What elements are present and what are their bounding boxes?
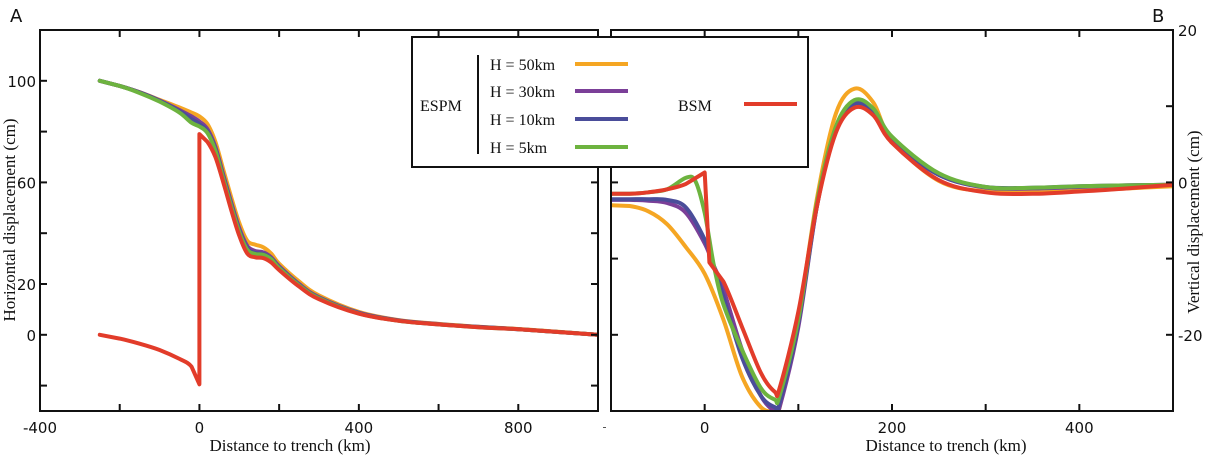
panel-b-label: B: [1152, 6, 1164, 27]
legend-items: H = 50km H = 30km H = 10km H = 5km: [490, 57, 628, 157]
legend-bsm-label: BSM: [678, 98, 712, 115]
panel-b-x-axis: 0 200 400: [700, 30, 1094, 437]
legend-item-label: H = 5km: [490, 140, 548, 157]
x-tick-label: 400: [345, 419, 374, 437]
y-tick-label: 20: [1178, 22, 1197, 40]
legend-item: H = 5km: [490, 140, 628, 157]
legend-item-label: H = 10km: [490, 112, 556, 129]
legend-group-label: ESPM: [420, 98, 462, 115]
y-tick-label: -20: [1178, 327, 1203, 345]
series-line-bsm: [97, 132, 598, 387]
legend-item-label: H = 30km: [490, 84, 556, 101]
x-tick-label: 800: [504, 419, 533, 437]
y-tick-label: 20: [17, 276, 36, 294]
panel-a-label: A: [10, 6, 23, 27]
panel-a-y-axis: 0 20 60 100: [7, 73, 598, 387]
stray-mark: [603, 427, 606, 428]
legend-item: H = 30km: [490, 84, 628, 101]
x-tick-label: -400: [23, 419, 57, 437]
legend-item: H = 50km: [490, 57, 628, 74]
legend-item: H = 10km: [490, 112, 628, 129]
panel-a: A -400 0 400 800 0 20 60 100 Distance to trenc…: [0, 6, 599, 455]
panel-b-y-axis-title: Vertical displacement (cm): [1184, 130, 1203, 313]
panel-a-x-axis-title: Distance to trench (km): [210, 436, 371, 455]
x-tick-label: 400: [1065, 419, 1094, 437]
panel-b-x-axis-title: Distance to trench (km): [866, 436, 1027, 455]
panel-a-x-axis: -400 0 400 800: [23, 30, 533, 437]
y-tick-label: 60: [17, 174, 36, 192]
panel-a-y-axis-title: Horizontal displacement (cm): [0, 119, 19, 322]
x-tick-label: 0: [195, 419, 205, 437]
y-tick-label: 100: [7, 73, 36, 91]
legend-item-label: H = 50km: [490, 57, 556, 74]
panel-a-frame: [39, 29, 599, 412]
panel-a-plot-area: [97, 78, 598, 387]
legend: ESPM H = 50km H = 30km H = 10km H = 5km …: [411, 36, 809, 168]
y-tick-label: 0: [26, 327, 36, 345]
panel-b: B 0 200 400 -20 0 20 Distance to trench (km)…: [610, 6, 1203, 455]
x-tick-label: 0: [700, 419, 710, 437]
panel-b-plot-area: [611, 86, 1173, 411]
panel-b-y-axis: -20 0 20: [611, 22, 1203, 345]
series-line-bsm: [611, 104, 1173, 398]
x-tick-label: 200: [878, 419, 907, 437]
y-tick-label: 0: [1178, 174, 1188, 192]
